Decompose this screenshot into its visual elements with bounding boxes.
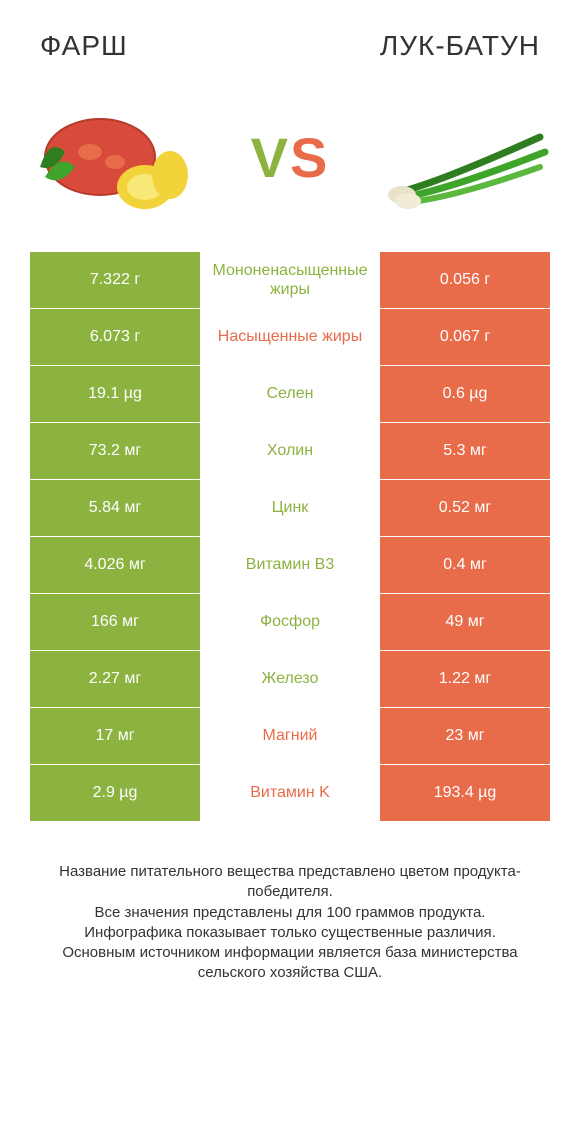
table-row: 5.84 мгЦинк0.52 мг xyxy=(30,480,550,536)
right-value: 5.3 мг xyxy=(380,423,550,479)
table-row: 7.322 гМононенасыщенные жиры0.056 г xyxy=(30,252,550,308)
right-image xyxy=(380,92,550,222)
footer-line: Все значения представлены для 100 граммо… xyxy=(30,903,550,923)
nutrient-label: Витамин K xyxy=(200,765,380,821)
right-value: 193.4 µg xyxy=(380,765,550,821)
left-value: 166 мг xyxy=(30,594,200,650)
left-value: 6.073 г xyxy=(30,309,200,365)
nutrient-label: Насыщенные жиры xyxy=(200,309,380,365)
table-row: 2.9 µgВитамин K193.4 µg xyxy=(30,765,550,821)
nutrient-label: Мононенасыщенные жиры xyxy=(200,252,380,308)
footer-line: Инфографика показывает только существенн… xyxy=(30,923,550,943)
right-value: 49 мг xyxy=(380,594,550,650)
right-value: 0.056 г xyxy=(380,252,550,308)
nutrient-label: Цинк xyxy=(200,480,380,536)
left-value: 17 мг xyxy=(30,708,200,764)
vs-label: VS xyxy=(251,125,330,190)
right-value: 1.22 мг xyxy=(380,651,550,707)
vs-s: S xyxy=(290,126,329,189)
nutrient-label: Железо xyxy=(200,651,380,707)
right-value: 0.067 г xyxy=(380,309,550,365)
right-value: 0.52 мг xyxy=(380,480,550,536)
header: ФАРШ ЛУК-БАТУН xyxy=(0,0,580,72)
table-row: 19.1 µgСелен0.6 µg xyxy=(30,366,550,422)
vs-v: V xyxy=(251,126,290,189)
right-value: 0.4 мг xyxy=(380,537,550,593)
comparison-table: 7.322 гМононенасыщенные жиры0.056 г6.073… xyxy=(0,252,580,822)
table-row: 17 мгМагний23 мг xyxy=(30,708,550,764)
footer-line: Основным источником информации является … xyxy=(30,943,550,984)
nutrient-label: Витамин B3 xyxy=(200,537,380,593)
left-title: ФАРШ xyxy=(40,30,128,62)
nutrient-label: Холин xyxy=(200,423,380,479)
right-value: 0.6 µg xyxy=(380,366,550,422)
left-value: 5.84 мг xyxy=(30,480,200,536)
right-value: 23 мг xyxy=(380,708,550,764)
left-value: 7.322 г xyxy=(30,252,200,308)
left-value: 73.2 мг xyxy=(30,423,200,479)
table-row: 6.073 гНасыщенные жиры0.067 г xyxy=(30,309,550,365)
left-image xyxy=(30,92,200,222)
table-row: 73.2 мгХолин5.3 мг xyxy=(30,423,550,479)
left-value: 2.27 мг xyxy=(30,651,200,707)
right-title: ЛУК-БАТУН xyxy=(380,30,540,62)
table-row: 166 мгФосфор49 мг xyxy=(30,594,550,650)
left-value: 2.9 µg xyxy=(30,765,200,821)
nutrient-label: Фосфор xyxy=(200,594,380,650)
table-row: 2.27 мгЖелезо1.22 мг xyxy=(30,651,550,707)
nutrient-label: Магний xyxy=(200,708,380,764)
table-row: 4.026 мгВитамин B30.4 мг xyxy=(30,537,550,593)
footer-note: Название питательного вещества представл… xyxy=(0,822,580,984)
left-value: 4.026 мг xyxy=(30,537,200,593)
nutrient-label: Селен xyxy=(200,366,380,422)
vs-row: VS xyxy=(0,72,580,252)
footer-line: Название питательного вещества представл… xyxy=(30,862,550,903)
left-value: 19.1 µg xyxy=(30,366,200,422)
